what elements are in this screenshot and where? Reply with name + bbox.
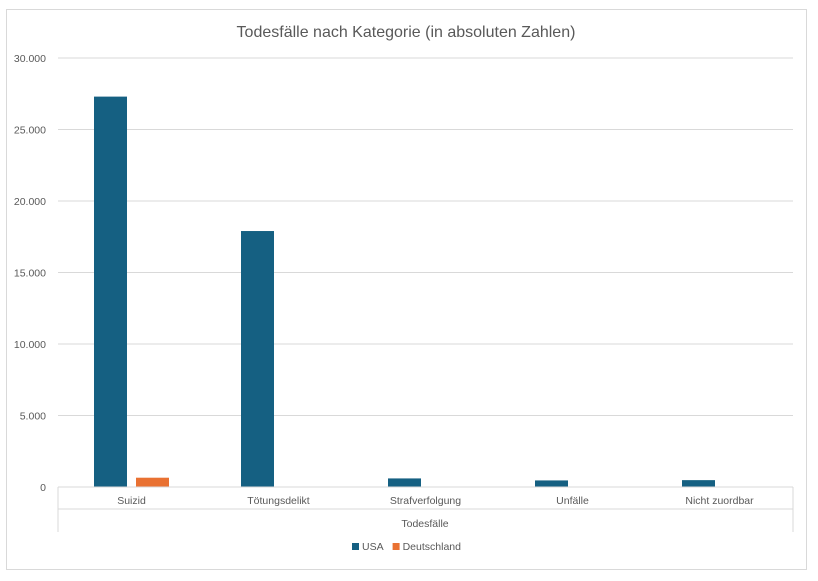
y-tick-label: 30.000 xyxy=(14,53,46,65)
x-axis-title: Todesfälle xyxy=(401,518,448,530)
y-axis-ticks: 0 5.000 10.000 15.000 20.000 25.000 30.000 xyxy=(14,53,46,494)
bar-usa-2 xyxy=(388,478,421,487)
x-category-label: Unfälle xyxy=(556,495,589,507)
x-category-label: Nicht zuordbar xyxy=(685,495,754,507)
bar-deutschland-0 xyxy=(136,477,169,487)
y-tick-label: 20.000 xyxy=(14,196,46,208)
x-category-label: Strafverfolgung xyxy=(390,495,461,507)
legend-swatch-deutschland xyxy=(392,543,400,550)
bar-usa-1 xyxy=(241,231,274,487)
bar-usa-4 xyxy=(682,480,715,487)
chart-title: Todesfälle nach Kategorie (in absoluten … xyxy=(237,24,576,41)
chart-frame xyxy=(6,9,807,570)
legend-label-usa: USA xyxy=(362,541,384,553)
legend: USA Deutschland xyxy=(352,541,461,553)
y-tick-label: 0 xyxy=(40,482,46,494)
y-tick-label: 10.000 xyxy=(14,339,46,351)
legend-label-deutschland: Deutschland xyxy=(403,541,462,553)
bar-usa-0 xyxy=(94,96,127,488)
x-category-label: Tötungsdelikt xyxy=(247,495,310,507)
legend-swatch-usa xyxy=(352,543,359,550)
bar-usa-3 xyxy=(535,480,568,487)
y-tick-label: 15.000 xyxy=(14,268,46,280)
y-tick-label: 5.000 xyxy=(20,411,46,423)
x-category-label: Suizid xyxy=(117,495,146,507)
gridlines xyxy=(58,57,793,416)
bars xyxy=(94,96,715,488)
x-axis: Suizid Tötungsdelikt Strafverfolgung Unfäll… xyxy=(57,486,794,532)
y-tick-label: 25.000 xyxy=(14,125,46,137)
